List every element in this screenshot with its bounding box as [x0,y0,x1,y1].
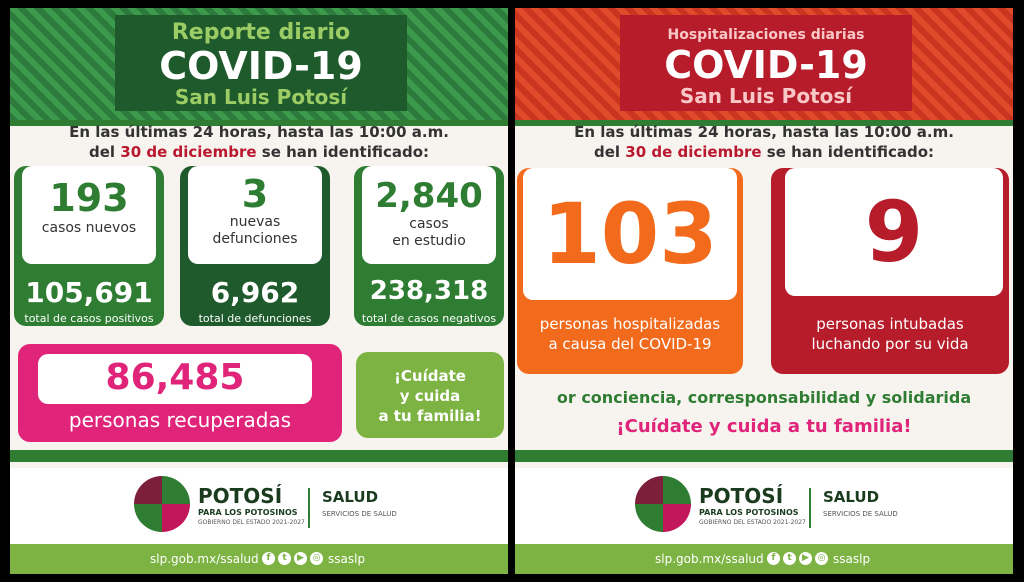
total-negative-label: total de casos negativos [361,312,497,325]
header-stripe [515,120,1013,126]
title-line3: San Luis Potosí [679,84,853,108]
daily-report-panel: Reporte diario COVID-19 San Luis Potosí … [10,8,508,574]
contact-bar: slp.gob.mx/ssalud f t ▶ ◎ ssaslp [515,544,1013,574]
bottom-stripe [10,450,508,462]
potosi-government: GOBIERNO DEL ESTADO 2021-2027 [198,519,305,526]
salud-wordmark: SALUD [322,488,379,506]
potosi-wordmark: POTOSÍ [699,484,784,508]
total-deaths-value: 6,962 [210,276,300,309]
deaths-value: 3 [241,172,269,216]
potosi-subtitle: PARA LOS POTOSINOS [699,508,799,517]
new-cases-label: casos nuevos [41,220,137,236]
header-stripe [10,120,508,126]
intro-text: En las últimas 24 horas, hasta las 10:00… [10,122,508,162]
social-handle[interactable]: ssaslp [833,552,871,566]
intro-line1: En las últimas 24 horas, hasta las 10:00… [574,123,954,141]
salud-wordmark: SALUD [823,488,880,506]
intubated-value: 9 [864,183,924,281]
slogan-line1: or conciencia, corresponsabilidad y soli… [556,388,972,407]
recovered-value: 86,485 [105,357,245,398]
intubated-label: personas intubadas luchando por su vida [811,315,969,353]
hospitalized-card: 103 personas hospitalizadas a causa del … [517,168,743,374]
new-cases-card: 193 casos nuevos 105,691 total de casos … [14,166,164,326]
study-label2: en estudio [392,233,466,249]
care-line3: a tu familia! [378,407,482,425]
intro-date: 30 de diciembre [625,143,762,161]
intro-date: 30 de diciembre [120,143,257,161]
bottom-stripe [515,450,1013,462]
facebook-icon[interactable]: f [262,552,275,565]
salud-subtitle: SERVICIOS DE SALUD [322,510,397,518]
twitter-icon[interactable]: t [783,552,796,565]
title-line3: San Luis Potosí [174,85,348,109]
intro-line2: del 30 de diciembre se han identificado: [593,143,935,161]
recovered-card: 86,485 personas recuperadas [18,344,342,442]
new-cases-value: 193 [49,176,129,220]
potosi-subtitle: PARA LOS POTOSINOS [198,508,298,517]
intubated-card: 9 personas intubadas luchando por su vid… [771,168,1009,374]
intro-line1: En las últimas 24 horas, hasta las 10:00… [69,123,449,141]
website-link[interactable]: slp.gob.mx/ssalud [150,552,259,566]
salud-subtitle: SERVICIOS DE SALUD [823,510,898,518]
total-positive-label: total de casos positivos [24,312,154,325]
youtube-icon[interactable]: ▶ [799,552,812,565]
deaths-card: 3 nuevas defunciones 6,962 total de defu… [180,166,330,326]
divider [809,488,811,528]
title-line2: COVID-19 [159,44,363,88]
social-handle[interactable]: ssaslp [328,552,366,566]
title-line1: Hospitalizaciones diarias [667,27,865,43]
potosi-government: GOBIERNO DEL ESTADO 2021-2027 [699,519,806,526]
slogan-line2: ¡Cuídate y cuida a tu familia! [616,416,912,437]
study-card: 2,840 casos en estudio 238,318 total de … [354,166,504,326]
hospitalized-label: personas hospitalizadas a causa del COVI… [539,315,721,353]
potosi-logo-icon [134,476,190,532]
intro-line2: del 30 de diciembre se han identificado: [88,143,430,161]
care-line2: y cuida [399,387,461,405]
recovered-label: personas recuperadas [68,408,292,432]
hospitalized-value: 103 [542,185,718,283]
title-line2: COVID-19 [664,43,868,87]
footer: POTOSÍ PARA LOS POTOSINOS GOBIERNO DEL E… [515,468,1013,546]
instagram-icon[interactable]: ◎ [310,552,323,565]
facebook-icon[interactable]: f [767,552,780,565]
total-negative-value: 238,318 [369,276,489,306]
instagram-icon[interactable]: ◎ [815,552,828,565]
study-label1: casos [409,216,449,232]
divider [308,488,310,528]
intro-text: En las últimas 24 horas, hasta las 10:00… [515,122,1013,162]
website-link[interactable]: slp.gob.mx/ssalud [655,552,764,566]
title-box: Hospitalizaciones diarias COVID-19 San L… [620,15,912,111]
contact-bar: slp.gob.mx/ssalud f t ▶ ◎ ssaslp [10,544,508,574]
footer: POTOSÍ PARA LOS POTOSINOS GOBIERNO DEL E… [10,468,508,546]
hospitalizations-panel: Hospitalizaciones diarias COVID-19 San L… [515,8,1013,574]
care-line1: ¡Cuídate [394,367,466,385]
potosi-wordmark: POTOSÍ [198,484,283,508]
title-line1: Reporte diario [171,20,351,45]
twitter-icon[interactable]: t [278,552,291,565]
deaths-label2: defunciones [212,231,298,247]
potosi-logo-icon [635,476,691,532]
care-message-box: ¡Cuídate y cuida a tu familia! [356,352,504,438]
deaths-label1: nuevas [229,214,281,230]
title-box: Reporte diario COVID-19 San Luis Potosí [115,15,407,111]
study-value: 2,840 [375,176,483,216]
youtube-icon[interactable]: ▶ [294,552,307,565]
total-deaths-label: total de defunciones [198,312,312,325]
total-positive-value: 105,691 [25,276,153,309]
